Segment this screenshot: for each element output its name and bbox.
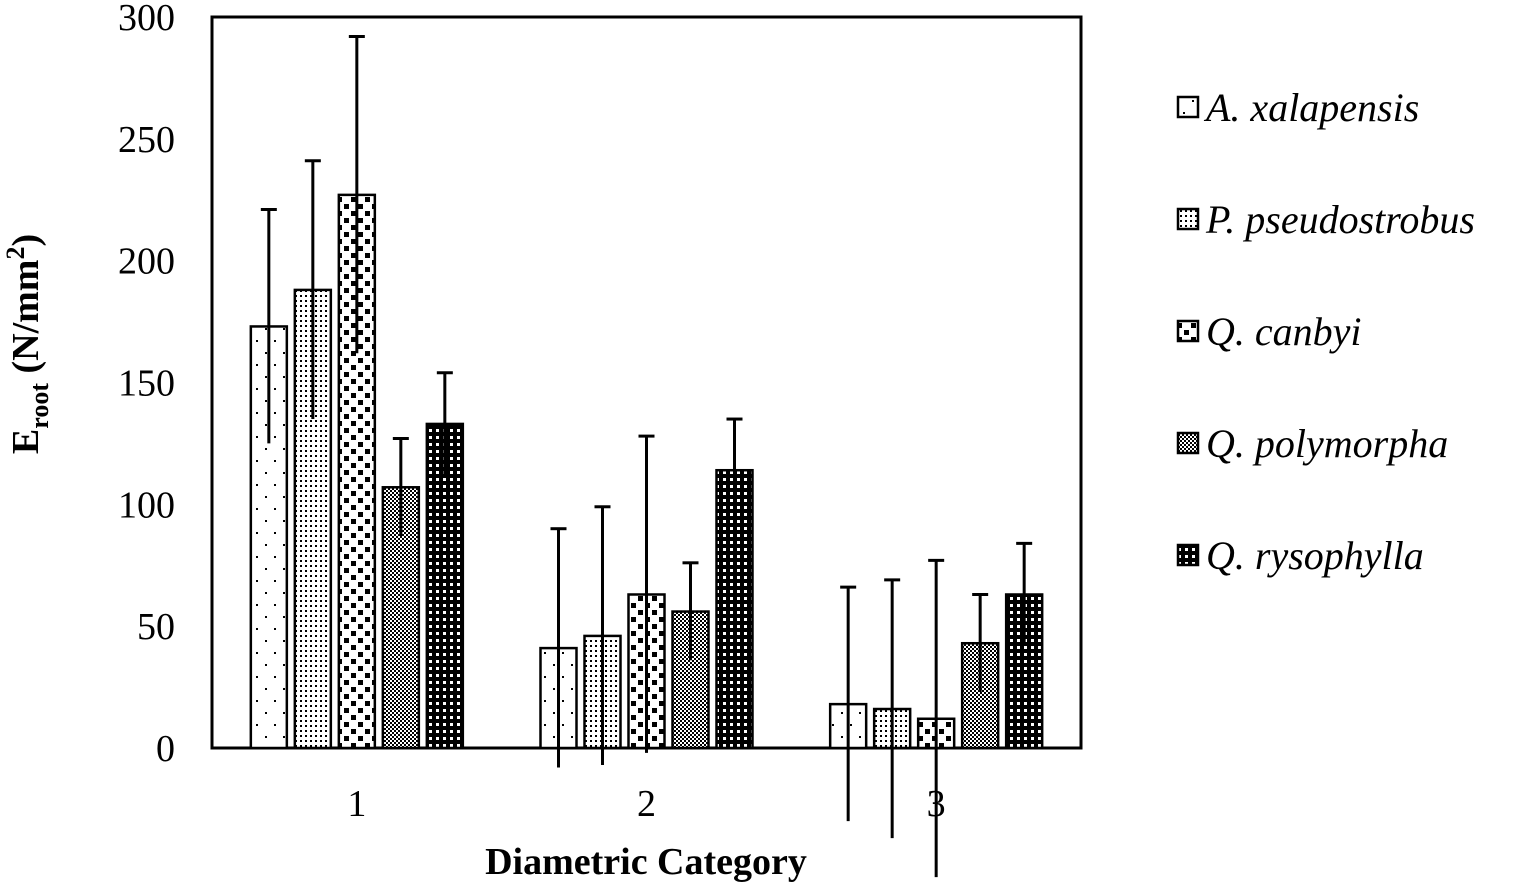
legend-label: Q. canbyi (1206, 309, 1362, 354)
y-tick-label: 300 (118, 0, 175, 39)
bar (715, 468, 754, 750)
x-tick-label: 1 (347, 783, 366, 825)
y-axis-title: Eroot (N/mm2) (1, 234, 54, 454)
y-tick-label: 150 (118, 363, 175, 405)
x-axis-title: Diametric Category (485, 841, 807, 883)
legend-label: P. pseudostrobus (1205, 197, 1475, 242)
y-axis-ticks: 0 50 100 150 200 250 300 (118, 0, 175, 770)
y-tick-label: 0 (156, 728, 175, 770)
y-tick-label: 100 (118, 484, 175, 526)
x-tick-label: 3 (927, 783, 946, 825)
y-tick-label: 200 (118, 241, 175, 283)
y-tick-label: 250 (118, 119, 175, 161)
legend-swatch (1176, 207, 1200, 231)
legend-swatch (1176, 319, 1200, 343)
x-axis-ticks: 1 2 3 (347, 783, 945, 825)
error-bars-group (260, 34, 1033, 878)
legend-label: Q. polymorpha (1206, 421, 1448, 466)
y-tick-label: 50 (137, 606, 175, 648)
legend-label: Q. rysophylla (1206, 533, 1424, 578)
legend-swatch (1176, 95, 1200, 119)
x-tick-label: 2 (637, 783, 656, 825)
legend-label: A. xalapensis (1203, 85, 1419, 130)
bar (425, 422, 465, 750)
legend: A. xalapensis P. pseudostrobus Q. canbyi Q.… (1176, 85, 1475, 578)
legend-swatch (1176, 543, 1200, 567)
legend-swatch (1176, 431, 1200, 455)
